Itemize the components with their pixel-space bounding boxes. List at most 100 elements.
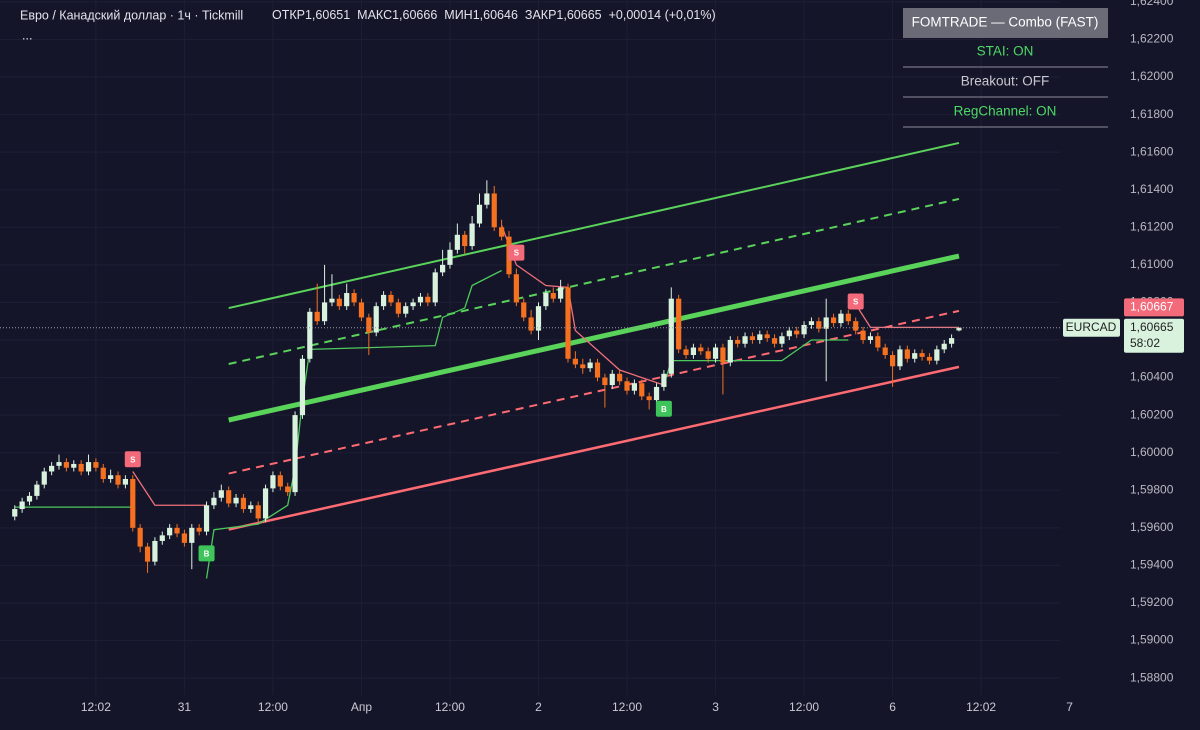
candle-body (12, 509, 18, 517)
candle-body (727, 339, 733, 363)
signal-label: S (853, 298, 859, 307)
candle-body (521, 302, 527, 318)
candle-body (41, 471, 47, 485)
axis-layer: 1,58800 1,59000 1,59200 1,59400 1,59600 1,598… (81, 0, 1184, 714)
signal-marker (847, 293, 864, 310)
x-tick-label: Апр (351, 700, 373, 714)
stop-price-badge (1124, 298, 1184, 317)
y-tick-label: 1,62400 (1130, 0, 1174, 8)
signal-label: B (661, 405, 667, 414)
candle-body (668, 298, 674, 374)
candle-body (919, 353, 925, 357)
x-tick-label: 3 (712, 700, 719, 714)
candle-body (565, 287, 571, 359)
candle-body (639, 383, 645, 397)
indicator-panel: FOMTRADE — Combo (FAST) STAI: ON Breakout… (903, 8, 1108, 128)
candle-body (344, 293, 350, 307)
x-tick-label: 6 (889, 700, 896, 714)
channel-line (228, 253, 960, 423)
candle-body (152, 540, 158, 562)
candle-body (602, 377, 608, 386)
candle-body (388, 294, 394, 303)
ohlc-value: 1,60666 (392, 8, 437, 22)
y-tick-label: 1,60400 (1130, 370, 1174, 384)
candle-body (167, 527, 173, 536)
candle-body (558, 287, 564, 299)
candle-body (56, 462, 62, 466)
candle-body (749, 336, 756, 340)
candle-body (329, 298, 335, 303)
x-tick-label: 7 (1066, 700, 1073, 714)
candle-body (771, 338, 778, 344)
candle-body (941, 343, 947, 350)
candle-body (373, 306, 379, 333)
header: Евро / Канадский доллар · 1ч · Tickmill … (20, 8, 716, 42)
candle-body (299, 358, 306, 416)
ohlc-value: 1,60665 (556, 8, 601, 22)
candle-body (454, 234, 460, 250)
candle-body (948, 338, 955, 344)
x-tick-label: 12:00 (258, 700, 288, 714)
candle-body (410, 302, 416, 307)
candle-body (395, 302, 401, 314)
candle-body (211, 497, 217, 506)
panel-title-bg (903, 8, 1108, 38)
y-tick-label: 1,61600 (1130, 144, 1174, 158)
candle-body (174, 527, 180, 534)
panel-row: RegChannel: ON (954, 104, 1057, 119)
candle-body (742, 336, 748, 344)
more-button[interactable]: ... (22, 28, 32, 42)
candle-body (594, 362, 601, 378)
candle-body (440, 264, 446, 273)
x-tick-label: 2 (535, 700, 542, 714)
candle-body (926, 356, 933, 361)
candle-body (226, 490, 232, 504)
channel-line (228, 197, 960, 366)
candle-body (550, 293, 556, 299)
candle-body (853, 321, 859, 331)
ohlc-readout: ОТКР1,60651 МАКС1,60666 МИН1,60646 ЗАКР1,60… (272, 8, 716, 22)
candle-body (447, 249, 453, 265)
candle-body (159, 535, 165, 541)
stop-price-label: 1,60667 (1130, 300, 1174, 314)
change: +0,00014 (+0,01%) (609, 8, 716, 22)
candle-body (705, 351, 711, 359)
candle-body (956, 327, 962, 331)
candle-body (189, 527, 195, 543)
signal-marker (655, 400, 672, 417)
signal-marker (124, 451, 141, 468)
candle-body (757, 334, 763, 340)
countdown: 58:02 (1130, 336, 1160, 350)
candle-body (63, 462, 69, 468)
ohlc-label: МИН (444, 8, 472, 22)
x-tick-label: 12:02 (81, 700, 111, 714)
candle-body (366, 317, 372, 333)
candle-body (653, 386, 660, 401)
ohlc-value: 1,60646 (473, 8, 518, 22)
trailing-stop (205, 269, 502, 579)
y-tick-label: 1,58800 (1130, 670, 1174, 684)
candle-body (934, 349, 940, 361)
candle-body (469, 223, 475, 247)
candle-body (491, 193, 497, 228)
candle-body (218, 490, 224, 498)
candle-body (85, 462, 92, 472)
signal-label: S (514, 249, 520, 258)
candle-body (130, 478, 136, 528)
candle-body (830, 317, 837, 324)
candle-body (351, 293, 357, 303)
last-price-badge (1124, 318, 1184, 353)
candle-body (240, 497, 247, 510)
candle-body (779, 336, 785, 344)
ohlc-label: ЗАКР (525, 8, 557, 22)
y-tick-label: 1,61000 (1130, 257, 1174, 271)
candle-body (462, 234, 468, 247)
candle-body (233, 497, 239, 504)
candle-body (26, 495, 33, 502)
signal-marker (198, 545, 215, 562)
candle-body (661, 373, 667, 387)
y-tick-label: 1,62200 (1130, 32, 1174, 46)
ohlc-label: ОТКР (272, 8, 305, 22)
